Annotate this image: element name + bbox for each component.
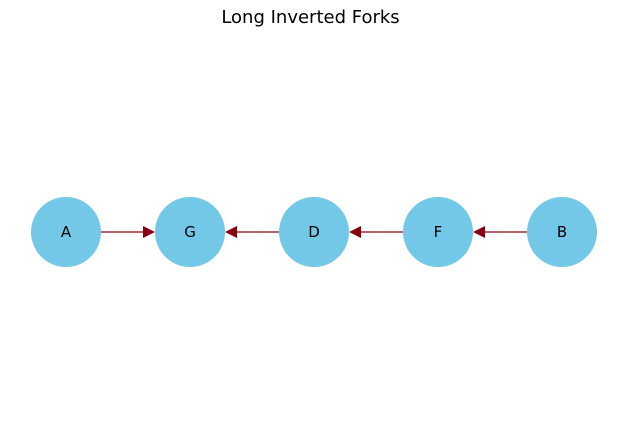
arrowhead-D-G (225, 226, 237, 238)
node-label-A: A (61, 223, 72, 241)
node-A: A (31, 197, 101, 267)
node-label-G: G (184, 223, 196, 241)
node-B: B (527, 197, 597, 267)
node-label-B: B (557, 223, 567, 241)
arrowhead-A-G (143, 226, 155, 238)
node-D: D (279, 197, 349, 267)
node-circle-A (31, 197, 101, 267)
node-F: F (403, 197, 473, 267)
node-label-F: F (434, 223, 443, 241)
diagram-title: Long Inverted Forks (221, 7, 400, 28)
node-circle-F (403, 197, 473, 267)
node-G: G (155, 197, 225, 267)
node-circle-G (155, 197, 225, 267)
arrowhead-B-F (473, 226, 485, 238)
arrowhead-F-D (349, 226, 361, 238)
node-label-D: D (308, 223, 320, 241)
node-circle-D (279, 197, 349, 267)
edges-layer (101, 226, 527, 238)
node-circle-B (527, 197, 597, 267)
